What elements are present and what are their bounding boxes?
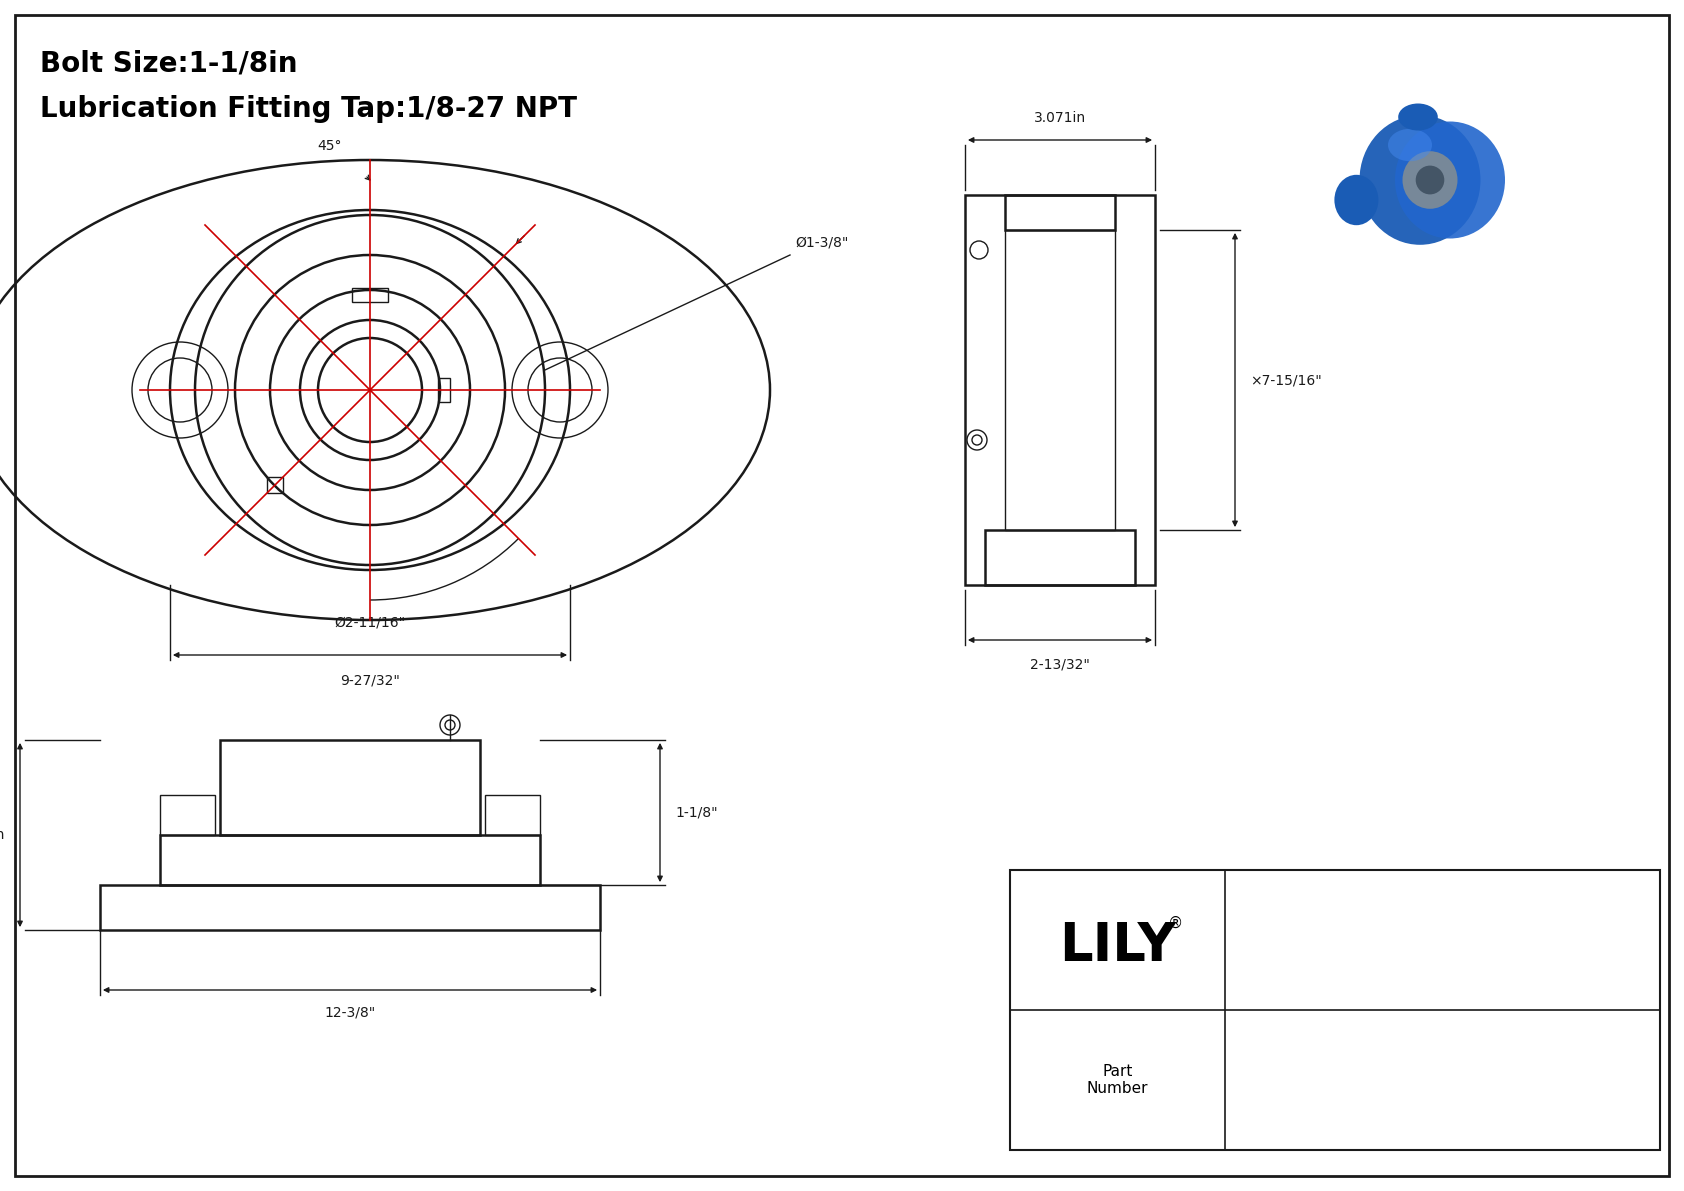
Bar [485,796,541,835]
Text: ®: ® [1167,916,1182,931]
Text: 9-27/32": 9-27/32" [340,673,399,687]
Bar [266,478,283,493]
Bar [1010,869,1660,1151]
Ellipse shape [1403,151,1457,208]
Ellipse shape [1394,121,1505,238]
Text: LILY: LILY [1059,919,1175,972]
Text: 45°: 45° [318,139,342,152]
Text: 1-1/8": 1-1/8" [675,805,717,819]
Text: Lubrication Fitting Tap:1/8-27 NPT: Lubrication Fitting Tap:1/8-27 NPT [40,95,578,123]
Bar [221,740,480,835]
Ellipse shape [1416,166,1445,194]
Bar [985,530,1135,585]
Bar [160,835,541,885]
Bar [1005,195,1115,230]
Text: Bolt Size:1-1/8in: Bolt Size:1-1/8in [40,50,298,77]
Bar [438,378,450,403]
Bar [160,796,216,835]
Text: Ø1-3/8": Ø1-3/8" [795,236,849,250]
Ellipse shape [1398,104,1438,131]
Ellipse shape [1388,129,1431,161]
Bar [352,288,387,303]
Bar [965,195,1155,585]
Text: ×7-15/16": ×7-15/16" [1250,373,1322,387]
Text: 3.071in: 3.071in [1034,111,1086,125]
Ellipse shape [1359,116,1480,245]
Ellipse shape [1334,175,1379,225]
Bar [1005,230,1115,530]
Text: 2-13/32": 2-13/32" [1031,657,1090,672]
Text: Part
Number: Part Number [1086,1064,1148,1096]
Bar [99,885,600,930]
Text: 3.189in: 3.189in [0,828,5,842]
Text: 12-3/8": 12-3/8" [325,1005,376,1019]
Text: Ø2-11/16": Ø2-11/16" [335,615,406,629]
